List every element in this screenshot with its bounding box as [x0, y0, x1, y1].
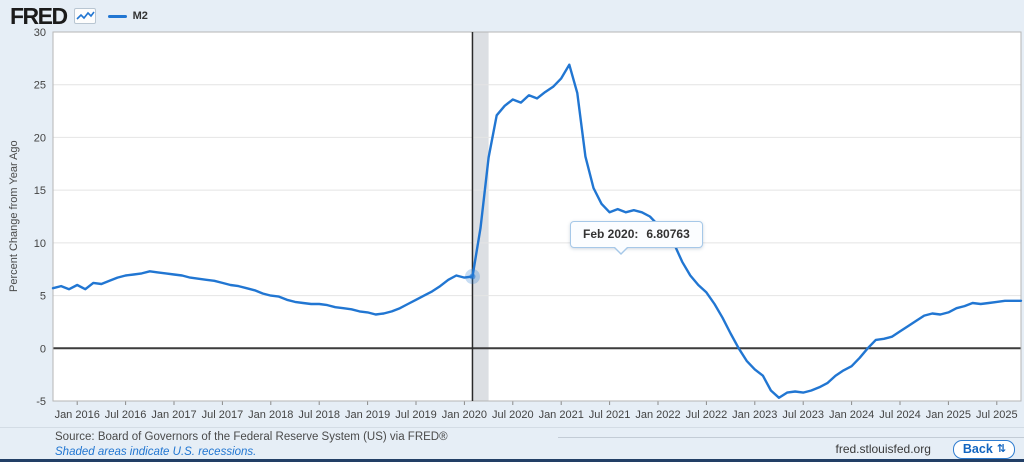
y-tick-label: 10	[34, 238, 46, 250]
footer-divider	[0, 427, 1024, 428]
x-tick-label: Jul 2024	[879, 409, 921, 421]
header: FRED M2	[10, 3, 148, 29]
back-button[interactable]: Back ⇅	[952, 439, 1015, 459]
x-tick-label: Jan 2019	[345, 409, 390, 421]
x-tick-label: Jan 2022	[635, 409, 680, 421]
x-tick-label: Jan 2017	[151, 409, 196, 421]
legend-line-swatch	[107, 14, 127, 18]
x-tick-label: Jan 2020	[442, 409, 487, 421]
fred-site-link[interactable]: fred.stlouisfed.org	[835, 442, 931, 456]
x-tick-label: Jan 2016	[55, 409, 100, 421]
tooltip-value: 6.80763	[646, 227, 690, 241]
recession-band	[472, 32, 489, 401]
sparkline-icon	[73, 8, 96, 24]
x-tick-label: Jul 2021	[589, 409, 631, 421]
source-text: Source: Board of Governors of the Federa…	[55, 431, 448, 443]
y-tick-label: -5	[36, 396, 46, 408]
chart-tooltip: Feb 2020: 6.80763	[570, 221, 703, 255]
recession-note-link[interactable]: Shaded areas indicate U.S. recessions.	[55, 446, 257, 458]
plot-area[interactable]	[53, 32, 1021, 401]
m2-line-chart[interactable]: 30 25 20 15 10 5 0 -5 Jan 2016 Jul 2016 Jan 2017 Ju…	[0, 0, 1024, 425]
y-tick-label: 15	[34, 185, 46, 197]
x-tick-label: Jan 2025	[926, 409, 971, 421]
x-tick-label: Jul 2016	[105, 409, 147, 421]
x-tick-label: Jul 2020	[492, 409, 534, 421]
x-tick-label: Jul 2023	[782, 409, 824, 421]
tooltip-date: Feb 2020:	[583, 227, 639, 241]
plot-border	[52, 31, 1022, 402]
back-button-label: Back	[962, 441, 993, 456]
back-resize-icon: ⇅	[996, 443, 1006, 455]
bottom-border-strip	[0, 459, 1024, 462]
x-tick-label: Jul 2018	[298, 409, 340, 421]
y-tick-label: 5	[40, 291, 46, 303]
x-tick-label: Jan 2023	[732, 409, 777, 421]
x-tick-label: Jul 2019	[395, 409, 437, 421]
x-tick-label: Jul 2025	[976, 409, 1018, 421]
x-tick-label: Jan 2018	[248, 409, 293, 421]
fred-logo: FRED	[10, 2, 68, 29]
x-tick-label: Jan 2021	[539, 409, 584, 421]
footer-right-panel: fred.stlouisfed.org Back ⇅	[558, 437, 1024, 460]
y-tick-label: 30	[34, 27, 46, 39]
x-tick-label: Jul 2017	[202, 409, 244, 421]
y-tick-label: 0	[40, 343, 46, 355]
legend-series-label: M2	[132, 10, 148, 22]
m2-series-line	[51, 63, 1023, 399]
y-tick-label: 25	[34, 80, 46, 92]
hover-marker-dot	[469, 273, 476, 280]
y-axis-title: Percent Change from Year Ago	[8, 140, 20, 293]
x-tick-label: Jan 2024	[829, 409, 874, 421]
y-tick-label: 20	[34, 132, 46, 144]
x-tick-label: Jul 2022	[686, 409, 728, 421]
